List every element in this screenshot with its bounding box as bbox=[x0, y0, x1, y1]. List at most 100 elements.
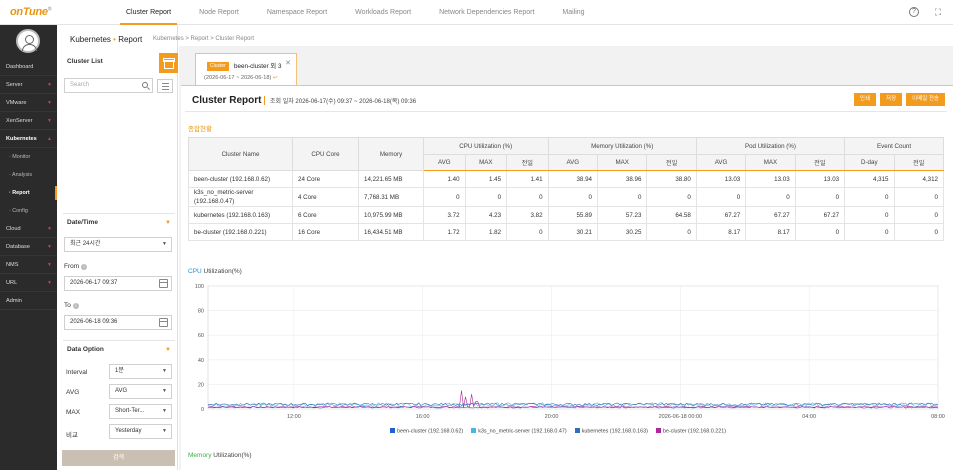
expand-arrow-icon[interactable]: ▲ bbox=[47, 136, 52, 142]
expand-arrow-icon[interactable]: ▼ bbox=[47, 262, 52, 268]
avg-select[interactable]: AVG ▼ bbox=[109, 384, 172, 399]
cell-event-dday: 0 bbox=[844, 206, 895, 224]
series-line bbox=[207, 390, 939, 408]
page-title: Kubernetes • Report bbox=[70, 35, 143, 44]
interval-select[interactable]: 1분 ▼ bbox=[109, 364, 172, 379]
legend-item[interactable]: be-cluster (192.168.0.221) bbox=[655, 428, 727, 435]
fullscreen-icon[interactable]: ⛶ bbox=[934, 7, 942, 17]
nav-item-dashboard[interactable]: Dashboard bbox=[0, 58, 57, 76]
nav-item-label: Database bbox=[6, 244, 30, 250]
data-option-header[interactable]: Data Option ▼ bbox=[63, 340, 175, 358]
cell-event-prev: 0 bbox=[893, 223, 944, 241]
table-row[interactable]: been-cluster (192.168.0.62) 24 Core 14,221… bbox=[188, 170, 944, 188]
to-date-input[interactable]: 2026-06-18 09:36 bbox=[64, 315, 172, 330]
col-mem-max: MAX bbox=[596, 154, 648, 171]
table-row[interactable]: kubernetes (192.168.0.163) 6 Core 10,975.9… bbox=[188, 206, 944, 224]
collapse-caret-icon[interactable]: ▼ bbox=[165, 347, 171, 353]
nav-item-kubernetes[interactable]: Kubernetes ▲ bbox=[0, 130, 57, 148]
cell-cpu-prev: 3.82 bbox=[506, 206, 549, 224]
nav-item-url[interactable]: URL ▼ bbox=[0, 274, 57, 292]
nav-item-label: Cloud bbox=[6, 226, 21, 232]
report-tab-been-cluster[interactable]: Cluster been-cluster 외 3 ✕ (2026-06-17 ~… bbox=[195, 53, 297, 85]
expand-arrow-icon[interactable]: ▼ bbox=[47, 82, 52, 88]
avatar[interactable] bbox=[16, 29, 40, 53]
expand-arrow-icon[interactable]: ▼ bbox=[47, 100, 52, 106]
chevron-down-icon: ▼ bbox=[162, 428, 167, 434]
save-button[interactable]: 저장 bbox=[880, 93, 903, 106]
max-label: MAX bbox=[66, 409, 81, 416]
tab-node-report[interactable]: Node Report bbox=[199, 9, 239, 16]
legend-label: be-cluster (192.168.0.221) bbox=[662, 428, 727, 435]
nav-item-cloud[interactable]: Cloud ▼ bbox=[0, 220, 57, 238]
nav-item-config[interactable]: · Config bbox=[0, 202, 57, 220]
col-cpu-util: CPU Utilization (%) bbox=[423, 137, 549, 155]
report-tab-range: (2026-06-17 ~ 2026-06-18) ↩ bbox=[204, 75, 278, 81]
search-icon[interactable] bbox=[142, 82, 148, 88]
nav-item-vmware[interactable]: VMware ▼ bbox=[0, 94, 57, 112]
favorite-box-icon[interactable] bbox=[159, 53, 178, 73]
nav-item-nms[interactable]: NMS ▼ bbox=[0, 256, 57, 274]
help-icon[interactable]: ? bbox=[909, 7, 919, 17]
expand-arrow-icon[interactable]: ▼ bbox=[47, 118, 52, 124]
nav-item-label: VMware bbox=[6, 100, 27, 106]
expand-arrow-icon[interactable]: ▼ bbox=[47, 226, 52, 232]
nav-item-monitor[interactable]: · Monitor bbox=[0, 148, 57, 166]
legend-item[interactable]: been-cluster (192.168.0.62) bbox=[390, 428, 463, 435]
col-memory: Memory bbox=[358, 137, 424, 171]
nav-item-admin[interactable]: Admin bbox=[0, 292, 57, 310]
y-tick-label: 100 bbox=[195, 284, 204, 290]
cell-memory: 14,221.65 MB bbox=[358, 170, 424, 188]
table-row[interactable]: be-cluster (192.168.0.221) 16 Core 16,434.… bbox=[188, 223, 944, 241]
collapse-caret-icon[interactable]: ▼ bbox=[165, 220, 171, 226]
tab-workloads-report[interactable]: Workloads Report bbox=[355, 9, 412, 16]
from-label: From i bbox=[64, 263, 88, 270]
compare-select[interactable]: Yesterday ▼ bbox=[109, 424, 172, 439]
tab-namespace-report[interactable]: Namespace Report bbox=[266, 9, 328, 16]
search-button[interactable]: 검색 bbox=[62, 450, 175, 466]
email-button[interactable]: 이메일 전송 bbox=[906, 93, 945, 106]
refresh-icon[interactable]: ↩ bbox=[272, 75, 278, 81]
datetime-header[interactable]: Date/Time ▼ bbox=[63, 213, 175, 231]
cell-cpu-core: 24 Core bbox=[292, 170, 359, 188]
cell-pod-max: 8.17 bbox=[745, 223, 796, 241]
app-logo[interactable]: onTune® bbox=[10, 6, 52, 18]
y-tick-label: 80 bbox=[198, 309, 204, 315]
expand-arrow-icon[interactable]: ▼ bbox=[47, 280, 52, 286]
expand-arrow-icon[interactable]: ▼ bbox=[47, 244, 52, 250]
nav-item-analysis[interactable]: · Analysis bbox=[0, 166, 57, 184]
series-line bbox=[207, 402, 939, 406]
nav-item-server[interactable]: Server ▼ bbox=[0, 76, 57, 94]
from-date-input[interactable]: 2026-06-17 09:37 bbox=[64, 276, 172, 291]
tab-cluster-report[interactable]: Cluster Report bbox=[112, 0, 185, 25]
table-row[interactable]: k3s_no_metric-server (192.168.0.47) 4 Cor… bbox=[188, 187, 944, 207]
report-actions: 인쇄 저장 이메일 전송 bbox=[853, 93, 945, 106]
legend-item[interactable]: kubernetes (192.168.0.163) bbox=[574, 428, 648, 435]
nav-item-label: URL bbox=[6, 280, 18, 286]
avg-label: AVG bbox=[66, 389, 80, 396]
legend-label: been-cluster (192.168.0.62) bbox=[397, 428, 464, 435]
cell-event-prev: 4,312 bbox=[893, 170, 944, 188]
compare-label: 비교 bbox=[66, 432, 78, 439]
nav-item-xenserver[interactable]: XenServer ▼ bbox=[0, 112, 57, 130]
legend-item[interactable]: k3s_no_metric-server (192.168.0.47) bbox=[471, 428, 567, 435]
calendar-icon[interactable] bbox=[159, 279, 168, 288]
max-select[interactable]: Short-Ter... ▼ bbox=[109, 404, 172, 419]
tab-network-dependencies-report[interactable]: Network Dependencies Report bbox=[439, 9, 535, 16]
close-icon[interactable]: ✕ bbox=[285, 60, 291, 67]
summary-label: 종합현황 bbox=[188, 126, 212, 133]
range-select[interactable]: 최근 24시간 ▼ bbox=[64, 237, 172, 252]
calendar-icon[interactable] bbox=[159, 318, 168, 327]
search-input[interactable]: Search bbox=[64, 78, 153, 93]
cell-mem-max: 30.25 bbox=[596, 223, 648, 241]
nav-item-report[interactable]: · Report bbox=[0, 184, 57, 202]
nav-item-label: · Report bbox=[9, 190, 30, 196]
tab-mailing[interactable]: Mailing bbox=[562, 9, 585, 16]
report-title: Cluster Report bbox=[192, 95, 262, 106]
cell-mem-avg: 0 bbox=[547, 187, 598, 207]
cell-cpu-max: 4.23 bbox=[464, 206, 508, 224]
legend-swatch bbox=[390, 428, 395, 433]
list-view-button[interactable] bbox=[157, 79, 173, 93]
print-button[interactable]: 인쇄 bbox=[853, 93, 877, 106]
legend-swatch bbox=[574, 428, 580, 433]
nav-item-database[interactable]: Database ▼ bbox=[0, 238, 57, 256]
